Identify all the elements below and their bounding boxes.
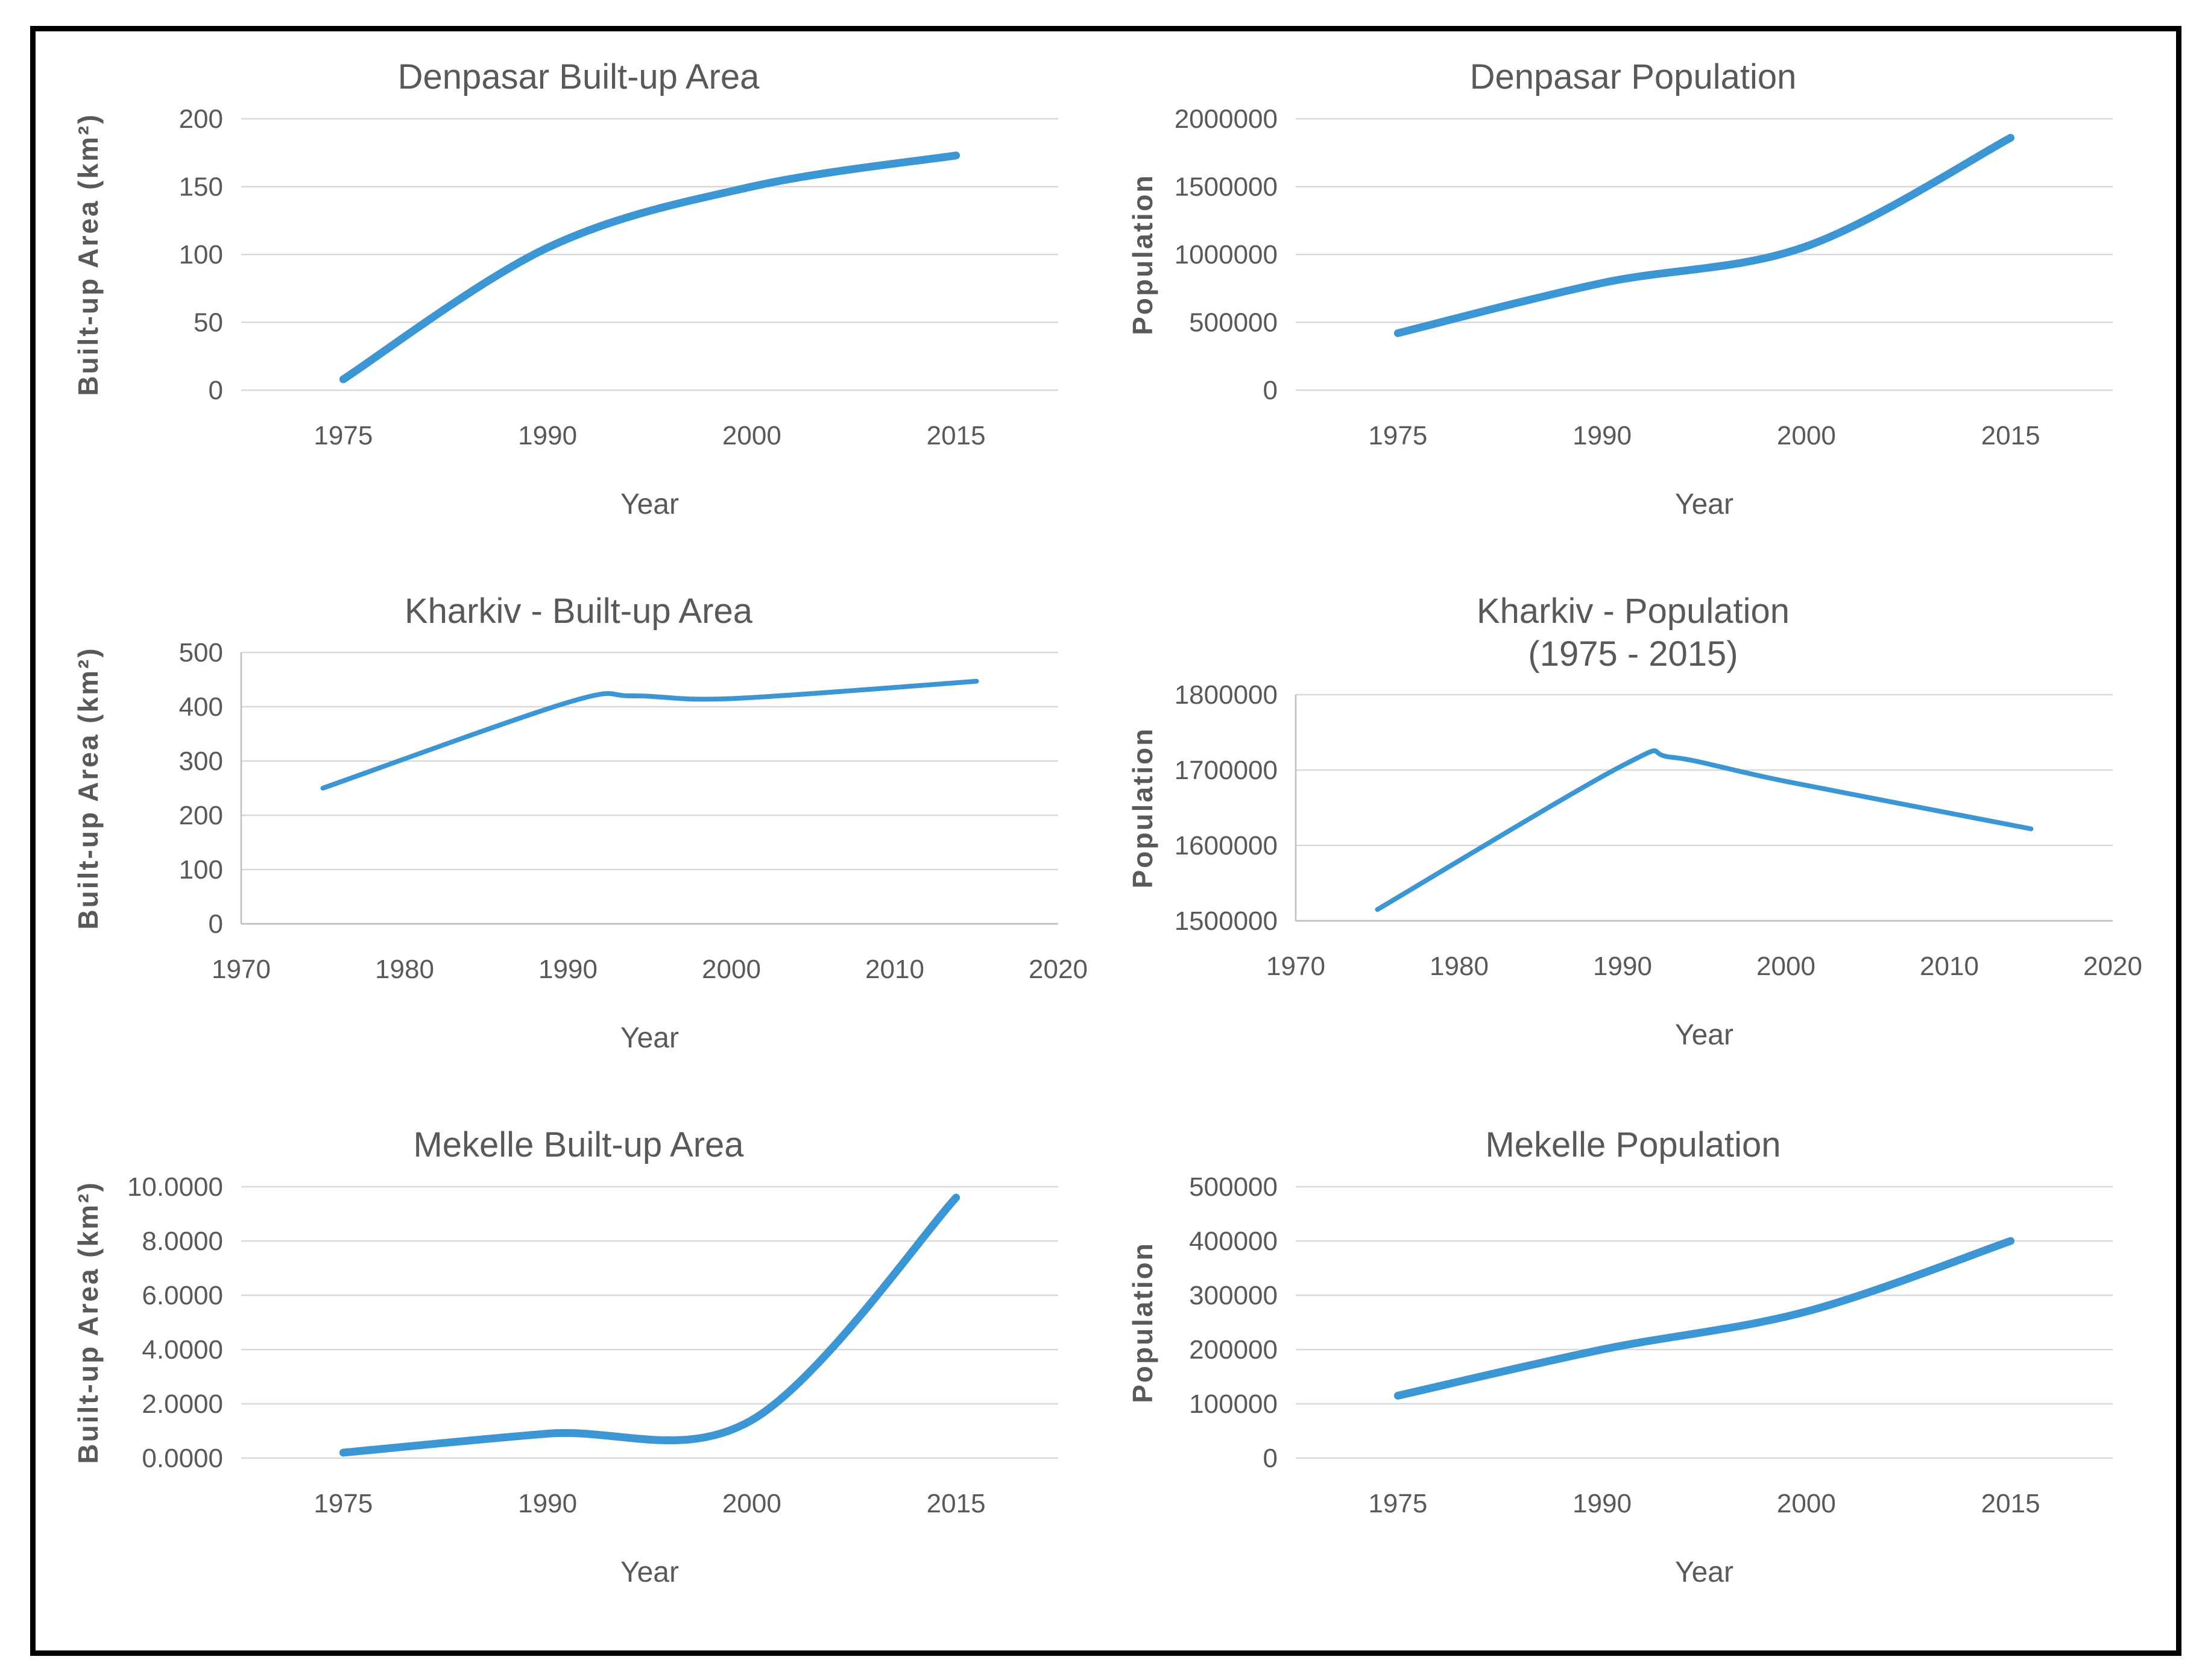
- figure-frame: Denpasar Built-up Area 0 50 100 150 200 1975 1…: [30, 26, 2181, 1656]
- chart-mekelle-builtup-area: Mekelle Built-up Area 0.0000 2.0000 4.0000…: [51, 1108, 1106, 1642]
- y-tick-label: 0: [208, 376, 222, 405]
- y-tick-label: 200000: [1189, 1335, 1278, 1365]
- y-tick-label: 0: [208, 909, 222, 939]
- chart-mekelle-population: Mekelle Population 0 100000 200000 300000 40…: [1106, 1108, 2160, 1642]
- y-tick-label: 1800000: [1174, 680, 1277, 710]
- chart-canvas-mekelle-population: 0 100000 200000 300000 400000 500000 1975 1990 2…: [1127, 1172, 2113, 1588]
- x-tick-label: 1990: [1572, 421, 1632, 450]
- y-tick-label: 400000: [1189, 1227, 1278, 1256]
- y-tick-label: 8.0000: [142, 1227, 223, 1256]
- chart-canvas-denpasar-population: 0 500000 1000000 1500000 2000000 1975 1990 2000…: [1127, 104, 2113, 520]
- x-tick-label: 1970: [1266, 952, 1325, 981]
- y-axis-title: Population: [1127, 174, 1158, 335]
- y-tick-label: 1600000: [1174, 831, 1277, 861]
- x-tick-label: 1975: [314, 1489, 373, 1518]
- y-axis-title: Built-up Area (km²): [72, 1181, 104, 1464]
- chart-subtitle: (1975 - 2015): [1528, 634, 1738, 674]
- y-tick-label: 10.0000: [127, 1172, 222, 1202]
- y-axis-title: Built-up Area (km²): [72, 647, 104, 930]
- y-tick-label: 0: [1263, 376, 1277, 405]
- y-tick-label: 1500000: [1174, 172, 1277, 201]
- x-tick-label: 2010: [865, 955, 924, 984]
- y-tick-label: 6.0000: [142, 1281, 223, 1310]
- x-axis-title: Year: [620, 488, 679, 520]
- y-tick-label: 100: [178, 240, 222, 270]
- chart-denpasar-population: Denpasar Population 0 500000 1000000 150000…: [1106, 40, 2160, 574]
- y-tick-label: 300: [178, 747, 222, 776]
- y-tick-label: 2.0000: [142, 1389, 223, 1419]
- x-tick-label: 2020: [2083, 952, 2142, 981]
- x-axis-title: Year: [620, 1022, 679, 1054]
- y-tick-label: 100: [178, 855, 222, 885]
- y-tick-label: 1500000: [1174, 906, 1277, 936]
- data-line: [1393, 1237, 2014, 1400]
- x-tick-label: 2015: [1981, 1489, 2040, 1518]
- x-tick-label: 1990: [538, 955, 598, 984]
- y-tick-label: 500000: [1189, 308, 1278, 337]
- y-tick-label: 300000: [1189, 1281, 1278, 1310]
- y-tick-label: 500000: [1189, 1172, 1278, 1202]
- x-tick-label: 1980: [1430, 952, 1489, 981]
- y-tick-label: 400: [178, 692, 222, 722]
- chart-title: Mekelle Population: [1485, 1125, 1781, 1165]
- chart-canvas-denpasar-builtup: 0 50 100 150 200 1975 1990 2000 2015 Year Built-up…: [72, 104, 1058, 520]
- x-axis-title: Year: [1675, 488, 1733, 520]
- data-line: [320, 678, 979, 791]
- y-tick-label: 50: [194, 308, 223, 337]
- x-tick-label: 2000: [1756, 952, 1815, 981]
- x-tick-label: 1990: [518, 1489, 577, 1518]
- x-tick-label: 2000: [722, 1489, 781, 1518]
- data-line: [1375, 748, 2033, 912]
- y-tick-label: 1700000: [1174, 756, 1277, 785]
- x-tick-label: 1975: [1368, 1489, 1427, 1518]
- y-tick-label: 100000: [1189, 1389, 1278, 1419]
- chart-kharkiv-population: Kharkiv - Population (1975 - 2015) 15000…: [1106, 574, 2160, 1108]
- y-tick-label: 2000000: [1174, 104, 1277, 134]
- y-tick-label: 0.0000: [142, 1444, 223, 1473]
- x-tick-label: 2000: [722, 421, 781, 450]
- data-line: [1393, 133, 2014, 337]
- y-tick-label: 4.0000: [142, 1335, 223, 1365]
- x-tick-label: 2000: [1776, 421, 1835, 450]
- y-tick-label: 150: [178, 172, 222, 201]
- x-axis-title: Year: [1675, 1019, 1733, 1051]
- chart-title: Kharkiv - Population: [1476, 591, 1790, 631]
- chart-title: Denpasar Population: [1469, 57, 1797, 96]
- x-tick-label: 2020: [1029, 955, 1088, 984]
- x-axis-title: Year: [620, 1556, 679, 1588]
- x-tick-label: 1990: [518, 421, 577, 450]
- y-tick-label: 200: [178, 801, 222, 830]
- chart-canvas-kharkiv-population: 1500000 1600000 1700000 1800000 1970 1980 1990…: [1127, 680, 2142, 1051]
- x-tick-label: 2010: [1920, 952, 1979, 981]
- y-tick-label: 1000000: [1174, 240, 1277, 270]
- chart-title: Mekelle Built-up Area: [413, 1125, 744, 1165]
- chart-canvas-kharkiv-builtup: 0 100 200 300 400 500 1970 1980 1990 2000 2010 2020…: [72, 638, 1088, 1054]
- x-tick-label: 2015: [926, 421, 985, 450]
- chart-title: Denpasar Built-up Area: [397, 57, 760, 96]
- x-tick-label: 1980: [375, 955, 434, 984]
- chart-kharkiv-builtup-area: Kharkiv - Built-up Area 0 100 200 300 400 500…: [51, 574, 1106, 1108]
- x-tick-label: 2000: [702, 955, 761, 984]
- x-tick-label: 1975: [314, 421, 373, 450]
- chart-canvas-mekelle-builtup: 0.0000 2.0000 4.0000 6.0000 8.0000 10.0000 197…: [72, 1172, 1058, 1588]
- y-tick-label: 500: [178, 638, 222, 668]
- y-axis-title: Population: [1127, 1242, 1158, 1403]
- x-tick-label: 1990: [1593, 952, 1652, 981]
- x-tick-label: 1975: [1368, 421, 1427, 450]
- y-tick-label: 200: [178, 104, 222, 134]
- x-tick-label: 2015: [1981, 421, 2040, 450]
- data-line: [339, 151, 960, 383]
- x-axis-title: Year: [1675, 1556, 1733, 1588]
- y-axis-title: Population: [1127, 727, 1158, 888]
- x-tick-label: 1970: [212, 955, 271, 984]
- data-line: [339, 1193, 960, 1457]
- chart-title: Kharkiv - Built-up Area: [404, 591, 753, 631]
- y-tick-label: 0: [1263, 1444, 1277, 1473]
- chart-denpasar-builtup-area: Denpasar Built-up Area 0 50 100 150 200 1975 1…: [51, 40, 1106, 574]
- x-tick-label: 1990: [1572, 1489, 1632, 1518]
- x-tick-label: 2000: [1776, 1489, 1835, 1518]
- y-axis-title: Built-up Area (km²): [72, 113, 104, 396]
- x-tick-label: 2015: [926, 1489, 985, 1518]
